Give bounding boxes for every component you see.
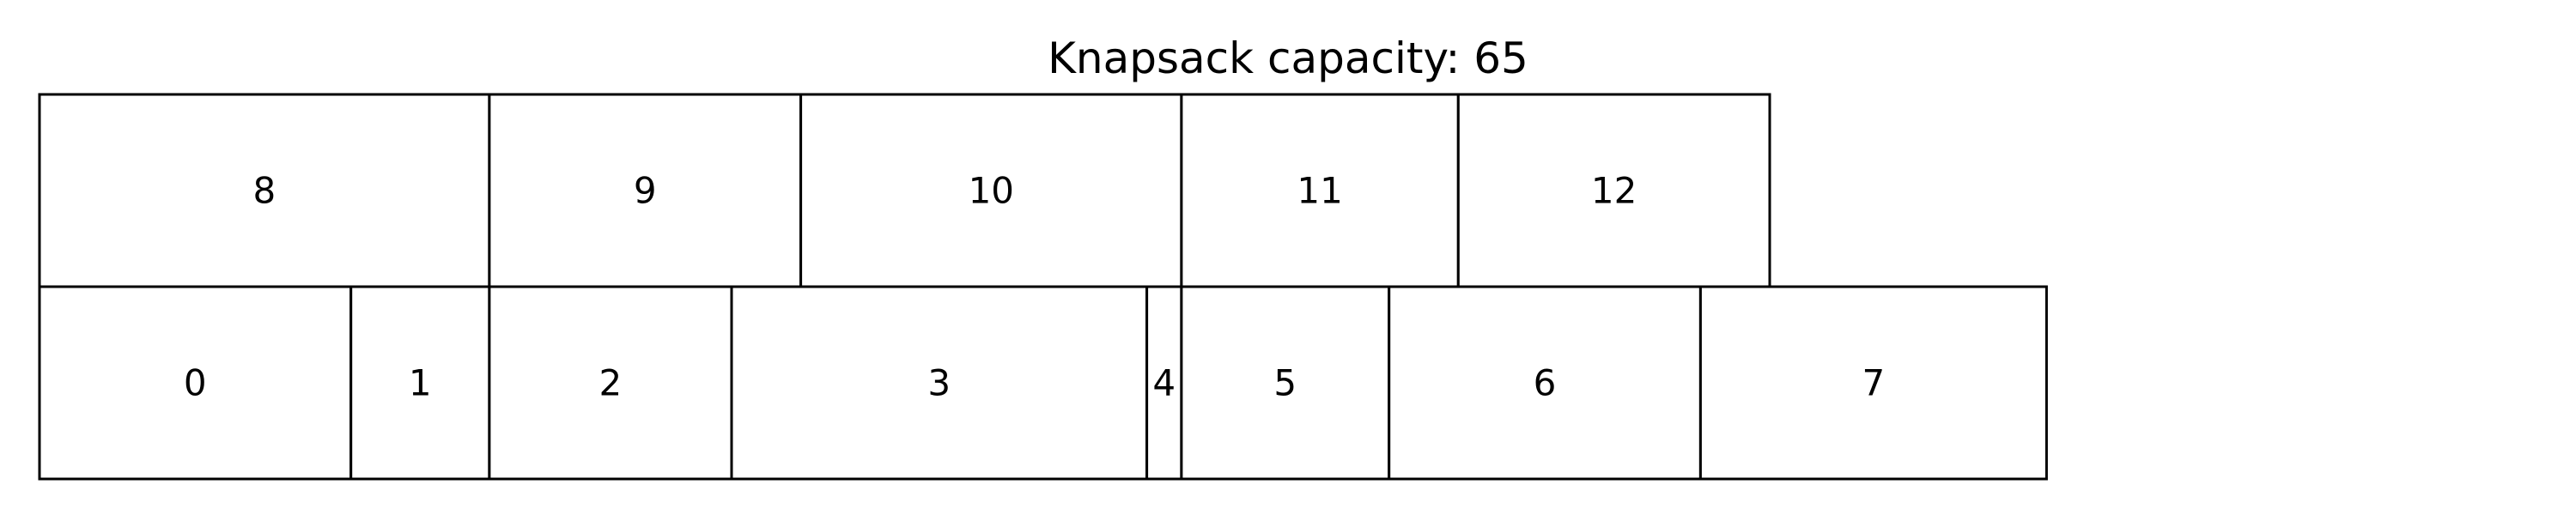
item-label-6: 6 <box>1534 362 1557 404</box>
item-label-8: 8 <box>253 170 276 212</box>
item-row-bottom: 0 1 2 3 4 5 6 7 <box>38 285 2048 481</box>
item-label-4: 4 <box>1152 362 1176 404</box>
item-box-11 <box>1180 93 1460 288</box>
item-box-10 <box>799 93 1183 288</box>
item-label-12: 12 <box>1591 170 1637 212</box>
page-title: Knapsack capacity: 65 <box>1048 33 1528 83</box>
item-label-5: 5 <box>1273 362 1297 404</box>
item-box-6 <box>1388 285 1702 481</box>
item-label-1: 1 <box>409 362 432 404</box>
item-box-8 <box>38 93 491 288</box>
item-box-7 <box>1698 285 2048 481</box>
item-label-2: 2 <box>599 362 623 404</box>
item-box-0 <box>38 285 353 481</box>
item-box-2 <box>488 285 733 481</box>
item-label-11: 11 <box>1297 170 1342 212</box>
item-box-12 <box>1456 93 1771 288</box>
item-label-3: 3 <box>927 362 951 404</box>
item-label-9: 9 <box>634 170 657 212</box>
item-row-top: 8 9 10 11 12 <box>38 93 1771 288</box>
item-box-3 <box>730 285 1149 481</box>
item-label-10: 10 <box>969 170 1014 212</box>
item-box-5 <box>1180 285 1391 481</box>
item-box-9 <box>488 93 803 288</box>
item-label-7: 7 <box>1862 362 1886 404</box>
item-label-0: 0 <box>184 362 207 404</box>
